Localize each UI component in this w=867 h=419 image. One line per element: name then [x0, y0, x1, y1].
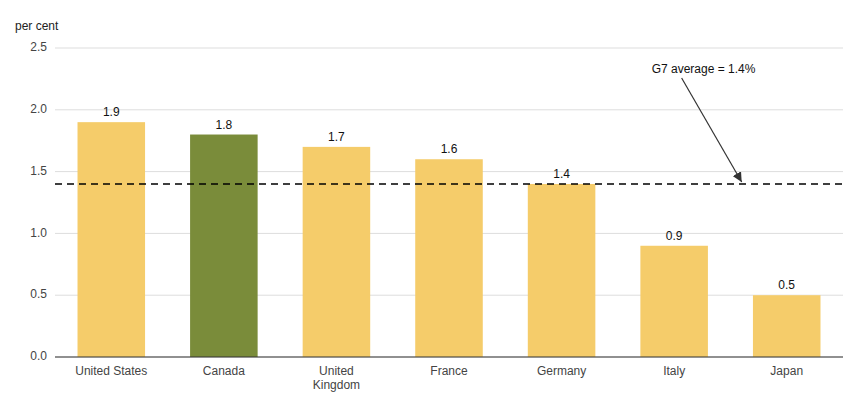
grid: [55, 48, 843, 357]
y-tick-label: 1.5: [30, 164, 47, 178]
bar: [303, 147, 371, 357]
y-tick-label: 0.5: [30, 287, 47, 301]
bar: [753, 295, 821, 357]
data-labels: 1.9 1.8 1.7 1.6 1.4 0.9 0.5: [103, 105, 795, 292]
data-label: 1.7: [328, 130, 345, 144]
y-axis-label: per cent: [15, 19, 59, 33]
x-axis-line: [55, 356, 843, 357]
y-tick-label: 0.0: [30, 349, 47, 363]
grid-line: [55, 109, 843, 110]
data-label: 1.9: [103, 105, 120, 119]
grid-line: [55, 357, 843, 358]
chart: 0.0 0.5 1.0 1.5 2.0 2.5 per cent United States C…: [0, 0, 867, 419]
y-tick-label: 2.0: [30, 102, 47, 116]
data-label: 0.5: [778, 278, 795, 292]
x-tick-label: Germany: [537, 364, 586, 378]
x-axis: United States Canada UnitedKingdom France Ge…: [75, 364, 803, 392]
reference-line: [55, 183, 843, 185]
bar: [528, 184, 596, 357]
bar: [640, 246, 708, 357]
data-label: 0.9: [666, 229, 683, 243]
x-tick-label: UnitedKingdom: [313, 364, 360, 392]
data-label: 1.8: [216, 118, 233, 132]
y-axis: 0.0 0.5 1.0 1.5 2.0 2.5: [30, 40, 47, 363]
x-tick-label: Canada: [203, 364, 245, 378]
annotation-arrow: [682, 78, 742, 182]
bars: [78, 122, 821, 357]
y-tick-label: 1.0: [30, 226, 47, 240]
x-tick-label: Japan: [770, 364, 803, 378]
annotation-text: G7 average = 1.4%: [652, 62, 756, 76]
x-tick-label: France: [430, 364, 468, 378]
x-tick-label: Italy: [663, 364, 685, 378]
grid-line: [55, 48, 843, 49]
x-tick-label: United States: [75, 364, 147, 378]
bar: [78, 122, 146, 357]
data-label: 1.4: [553, 167, 570, 181]
data-label: 1.6: [441, 142, 458, 156]
y-tick-label: 2.5: [30, 40, 47, 54]
bar: [190, 135, 258, 357]
bar: [415, 159, 483, 357]
